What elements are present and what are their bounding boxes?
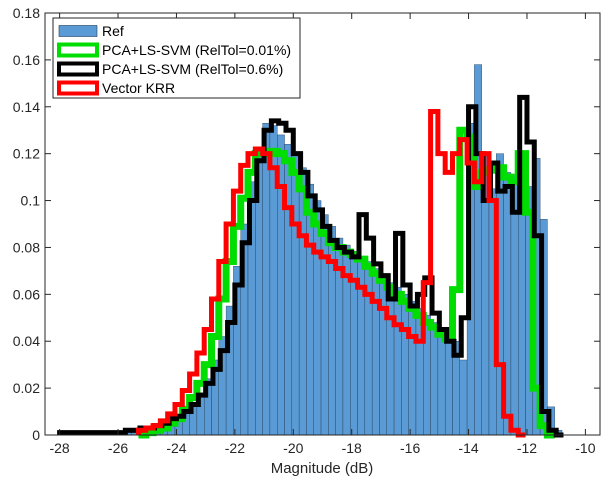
y-tick-label: 0.14 xyxy=(13,99,40,115)
x-tick-label: -26 xyxy=(108,440,128,456)
legend-swatch xyxy=(57,80,99,96)
ref-bar xyxy=(291,153,300,436)
ref-bar xyxy=(408,301,417,436)
x-tick-label: -14 xyxy=(458,440,478,456)
axes-box xyxy=(44,12,601,436)
ref-bar xyxy=(459,359,468,436)
legend-entry-label: PCA+LS-SVM (RelTol=0.6%) xyxy=(102,61,283,77)
step-line-3 xyxy=(135,108,526,438)
y-tick-label: 0.08 xyxy=(13,239,40,255)
legend-entry-label: Vector KRR xyxy=(102,80,175,96)
step-line-2 xyxy=(57,94,564,438)
x-tick-label: -12 xyxy=(517,440,537,456)
x-tick-label: -22 xyxy=(225,440,245,456)
y-tick-label: 0.12 xyxy=(13,146,40,162)
x-tick-label: -18 xyxy=(342,440,362,456)
y-tick-label: 0 xyxy=(32,427,40,443)
x-tick-label: -16 xyxy=(400,440,420,456)
ref-bar xyxy=(393,287,402,436)
y-tick-label: 0.06 xyxy=(13,286,40,302)
legend-entry-label: PCA+LS-SVM (RelTol=0.01%) xyxy=(102,42,291,58)
legend-swatch xyxy=(57,42,99,58)
ref-bar xyxy=(401,294,409,436)
x-axis-title: Magnitude (dB) xyxy=(271,460,374,477)
legend-entry-label: Ref xyxy=(102,23,124,39)
legend: Ref PCA+LS-SVM (RelTol=0.01%) PCA+LS-SVM (… xyxy=(52,17,301,99)
legend-swatch xyxy=(57,61,99,77)
step-series xyxy=(57,94,564,439)
x-tick-label: -10 xyxy=(575,440,595,456)
y-tick-label: 0.18 xyxy=(13,5,40,21)
y-tick-label: 0.04 xyxy=(13,333,40,349)
ref-bar xyxy=(386,282,395,436)
ref-bar xyxy=(430,322,439,436)
x-tick-label: -24 xyxy=(166,440,186,456)
y-tick-label: 0.1 xyxy=(21,193,41,209)
y-tick-label: 0.02 xyxy=(13,380,40,396)
legend-swatch xyxy=(58,25,98,37)
ref-bar xyxy=(444,333,453,436)
ref-bar xyxy=(518,181,526,436)
x-tick-label: -28 xyxy=(49,440,69,456)
x-tick-label: -20 xyxy=(283,440,303,456)
ref-bar xyxy=(437,329,446,436)
axis-labels: -28 -26 -24 -22 -20 -18 -16 -14 -12 -10 0 0.02 0.04 0… xyxy=(13,5,596,456)
axis-ticks xyxy=(45,12,600,436)
ref-bar xyxy=(320,214,329,436)
y-tick-label: 0.16 xyxy=(13,52,40,68)
